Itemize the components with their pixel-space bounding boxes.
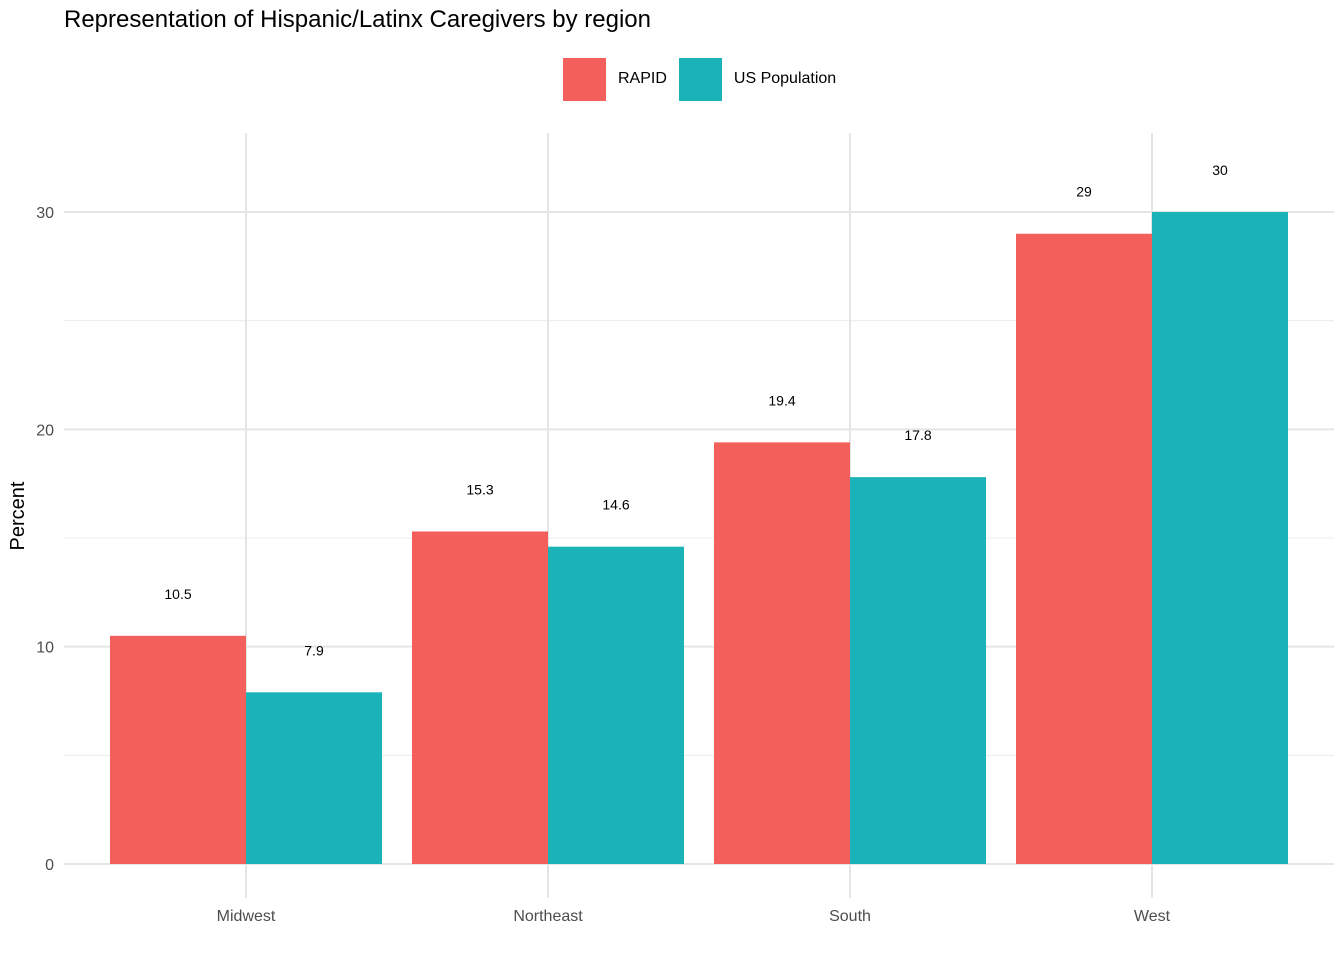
bars <box>110 212 1288 864</box>
bar-us-population-south <box>850 477 986 864</box>
axes: 0 10 20 30 Midwest Northeast South West <box>36 205 1170 925</box>
legend: RAPID US Population <box>563 57 848 101</box>
legend-label-us-population: US Population <box>733 70 837 87</box>
bar-us-population-northeast <box>548 546 684 864</box>
bar-us-population-midwest <box>246 692 382 864</box>
bar-value-label: 17.8 <box>904 427 931 443</box>
bar-value-label: 30 <box>1212 162 1228 178</box>
chart-title: Representation of Hispanic/Latinx Caregi… <box>64 6 651 33</box>
bar-value-label: 15.3 <box>466 481 493 497</box>
bar-value-label: 14.6 <box>602 497 629 513</box>
legend-label-rapid: RAPID <box>618 70 667 87</box>
bar-value-label: 10.5 <box>164 586 191 602</box>
y-tick-label: 0 <box>45 857 54 874</box>
x-tick-label: Northeast <box>513 908 583 925</box>
legend-swatch-rapid <box>563 57 606 101</box>
bar-value-label: 29 <box>1076 184 1092 200</box>
y-tick-label: 30 <box>36 205 54 222</box>
bar-rapid-midwest <box>110 635 246 864</box>
legend-item-us-population: US Population <box>678 57 837 101</box>
legend-swatch-us-population <box>678 57 722 101</box>
x-tick-label: West <box>1134 908 1171 925</box>
y-tick-label: 10 <box>36 640 54 657</box>
bar-value-label: 19.4 <box>768 392 795 408</box>
bar-labels: 10.5 15.3 19.4 29 7.9 14.6 17.8 30 <box>164 162 1228 658</box>
legend-item-rapid: RAPID <box>563 57 667 101</box>
bar-rapid-west <box>1016 233 1152 864</box>
bar-rapid-south <box>714 442 850 864</box>
bar-us-population-west <box>1152 212 1288 864</box>
bar-rapid-northeast <box>412 531 548 864</box>
bar-value-label: 7.9 <box>304 642 324 658</box>
y-tick-label: 20 <box>36 422 54 439</box>
y-axis-title: Percent <box>7 481 29 550</box>
x-tick-label: South <box>829 908 871 925</box>
x-tick-label: Midwest <box>217 908 276 925</box>
